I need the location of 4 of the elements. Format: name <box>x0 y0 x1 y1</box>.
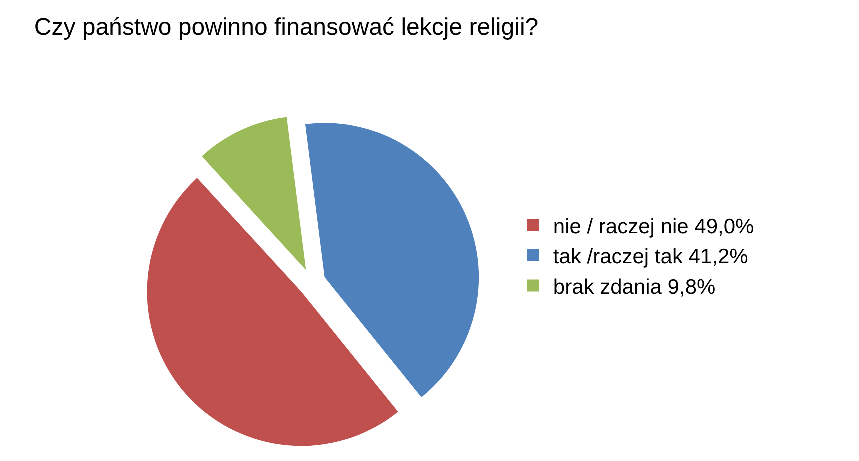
legend-label: brak zdania 9,8% <box>553 276 716 299</box>
chart-title: Czy państwo powinno finansować lekcje religii? <box>34 14 539 42</box>
legend-label: tak /raczej tak 41,2% <box>553 246 748 269</box>
legend-label: nie / raczej nie 49,0% <box>553 215 754 238</box>
